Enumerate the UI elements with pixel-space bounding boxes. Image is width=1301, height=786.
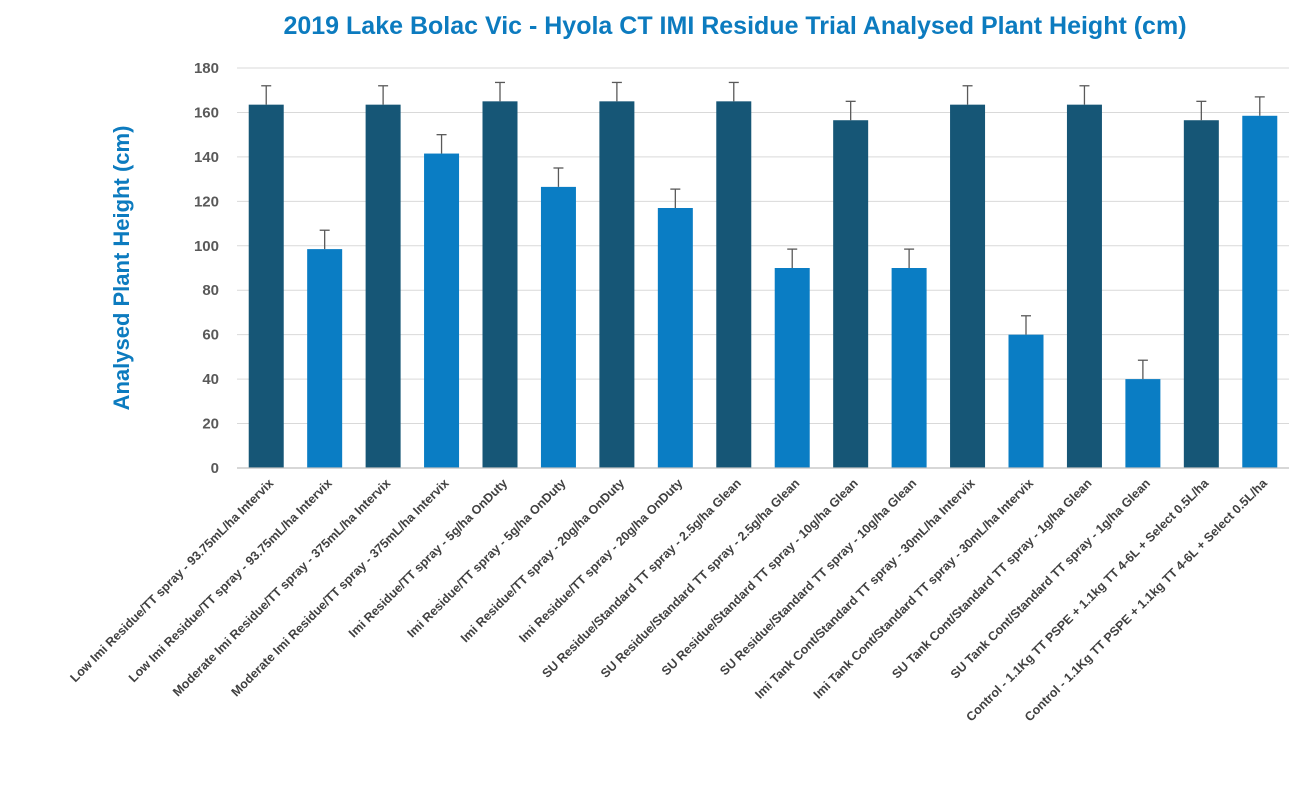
bar: [599, 101, 635, 468]
y-tick-label: 60: [202, 327, 219, 344]
bars: [248, 101, 1278, 469]
chart-title: 2019 Lake Bolac Vic - Hyola CT IMI Resid…: [283, 12, 1187, 40]
y-tick-label: 20: [202, 416, 219, 433]
x-tick-label: SU Residue/Standard TT spray - 2.5g/ha G…: [539, 476, 743, 680]
y-tick-labels: 0 20 40 60 80 100 120 140 160 180: [194, 60, 219, 477]
x-tick-label: SU Residue/Standard TT spray - 10g/ha Gl…: [717, 476, 919, 678]
bar: [950, 104, 986, 469]
bar: [1066, 104, 1102, 469]
y-tick-label: 180: [194, 60, 219, 77]
bar: [365, 104, 401, 469]
bar: [482, 101, 518, 468]
bar: [424, 153, 460, 469]
x-tick-label: SU Residue/Standard TT spray - 2.5g/ha G…: [598, 476, 802, 680]
x-tick-label: SU Residue/Standard TT spray - 10g/ha Gl…: [659, 476, 861, 678]
bar: [657, 208, 693, 468]
bar: [891, 268, 927, 468]
y-tick-label: 0: [211, 460, 219, 477]
bar: [1125, 379, 1161, 468]
bar: [248, 104, 284, 469]
bar: [307, 249, 343, 468]
x-tick-label: Moderate Imi Residue/TT spray - 375mL/ha…: [170, 476, 393, 699]
y-tick-label: 160: [194, 104, 219, 121]
x-tick-label: Moderate Imi Residue/TT spray - 375mL/ha…: [229, 476, 452, 699]
x-tick-label: Imi Tank Cont/Standard TT spray - 30mL/h…: [811, 476, 1036, 701]
y-tick-label: 40: [202, 371, 219, 388]
x-tick-labels: Low Imi Residue/TT spray - 93.75mL/ha In…: [68, 475, 1271, 724]
gridlines: [237, 67, 1289, 425]
bar: [1008, 334, 1044, 468]
bar: [1183, 120, 1219, 468]
bar: [833, 120, 869, 468]
y-tick-label: 100: [194, 238, 219, 255]
y-tick-label: 140: [194, 149, 219, 166]
x-tick-label: SU Tank Cont/Standard TT spray - 1g/ha G…: [889, 476, 1094, 681]
x-tick-label: Low Imi Residue/TT spray - 93.75mL/ha In…: [68, 476, 277, 685]
bar: [540, 186, 576, 468]
y-tick-label: 80: [202, 282, 219, 299]
error-bars: [261, 81, 1265, 380]
x-tick-label: Low Imi Residue/TT spray - 93.75mL/ha In…: [126, 476, 335, 685]
bar: [1242, 115, 1278, 469]
x-tick-label: SU Tank Cont/Standard TT spray - 1g/ha G…: [948, 476, 1153, 681]
x-tick-label: Imi Tank Cont/Standard TT spray - 30mL/h…: [752, 476, 977, 701]
bar: [774, 268, 810, 468]
bar: [716, 101, 752, 468]
y-tick-label: 120: [194, 193, 219, 210]
